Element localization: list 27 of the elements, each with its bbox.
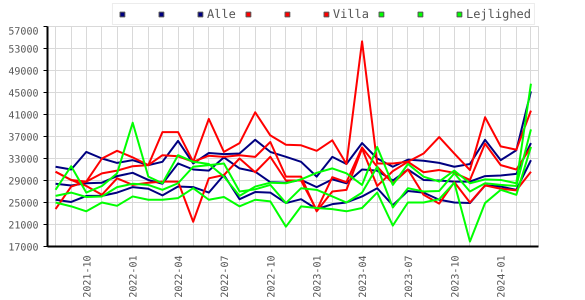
legend-label: Lejlighed bbox=[466, 7, 531, 21]
x-tick-label: 2022-04 bbox=[174, 255, 186, 298]
line-series bbox=[54, 142, 532, 188]
line-series bbox=[54, 159, 532, 210]
y-tick-label: 17000 bbox=[8, 242, 39, 254]
legend-label: Villa bbox=[332, 7, 369, 21]
x-tick-label: 2022-10 bbox=[266, 255, 278, 298]
line-series bbox=[54, 90, 532, 178]
y-tick-label: 37000 bbox=[8, 132, 39, 144]
y-tick-label: 49000 bbox=[8, 66, 39, 78]
x-tick-label: 2023-07 bbox=[404, 255, 415, 298]
y-tick-label: 41000 bbox=[8, 110, 39, 122]
x-tick-label: 2022-07 bbox=[220, 255, 231, 298]
x-tick-label: 2022-01 bbox=[128, 255, 140, 298]
y-tick-label: 25000 bbox=[8, 198, 39, 210]
y-tick-label: 21000 bbox=[8, 220, 39, 232]
y-tick-label: 45000 bbox=[8, 88, 39, 100]
x-tick-label: 2023-10 bbox=[450, 255, 462, 298]
y-tick-label: 33000 bbox=[8, 154, 39, 166]
y-tick-label: 29000 bbox=[8, 176, 39, 188]
y-tick-label: 53000 bbox=[8, 44, 39, 56]
legend-label: Alle bbox=[206, 7, 236, 21]
x-tick-label: 2024-01 bbox=[496, 255, 508, 298]
x-tick-label: 2023-01 bbox=[312, 255, 324, 298]
y-tick-label: 57000 bbox=[8, 26, 39, 38]
x-tick-label: 2023-04 bbox=[358, 255, 370, 298]
x-tick-label: 2021-10 bbox=[82, 255, 94, 298]
